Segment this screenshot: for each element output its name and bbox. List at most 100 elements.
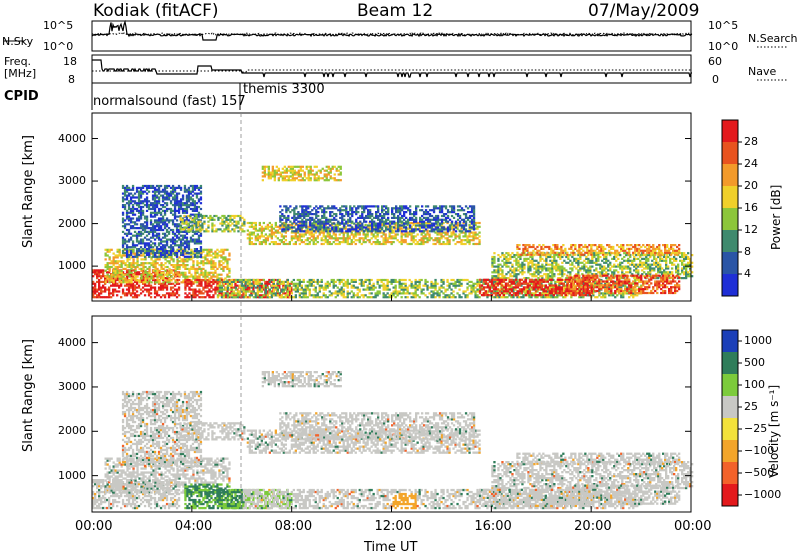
power-cell (150, 202, 152, 204)
power-cell (326, 179, 328, 181)
power-cell (122, 252, 124, 254)
power-cell (257, 289, 259, 291)
power-cell (166, 272, 168, 274)
power-cell (331, 279, 333, 281)
power-cell (179, 215, 181, 217)
power-cell (327, 296, 329, 298)
power-cell (427, 226, 429, 228)
power-cell (319, 233, 321, 235)
power-cell (458, 237, 460, 239)
power-cell (343, 235, 345, 237)
power-cell (377, 219, 379, 221)
power-cell (206, 279, 208, 281)
power-cell (148, 256, 150, 258)
power-cell (134, 262, 136, 264)
power-cell (156, 268, 158, 270)
power-cell (146, 250, 148, 252)
power-cell (326, 177, 328, 179)
power-cell (303, 209, 305, 211)
power-cell (132, 296, 134, 298)
power-cell (307, 287, 309, 289)
power-cell (369, 287, 371, 289)
power-cell (355, 239, 357, 241)
power-cell (478, 296, 480, 298)
power-cell (468, 281, 470, 283)
power-cell (355, 281, 357, 283)
power-cell (293, 237, 295, 239)
power-cell (166, 276, 168, 278)
power-cell (132, 242, 134, 244)
power-cell (168, 231, 170, 233)
power-cell (146, 276, 148, 278)
power-cell (308, 179, 310, 181)
power-cell (446, 237, 448, 239)
power-cell (226, 266, 228, 268)
power-cell (166, 187, 168, 189)
power-cell (399, 209, 401, 211)
power-cell (134, 266, 136, 268)
power-cell (309, 237, 311, 239)
power-cell (305, 239, 307, 241)
power-cell (178, 287, 180, 289)
power-cell (347, 281, 349, 283)
power-cell (112, 292, 114, 294)
power-cell (94, 289, 96, 291)
power-cell (338, 170, 340, 172)
power-cell (371, 223, 373, 225)
power-cell (289, 289, 291, 291)
power-cell (305, 209, 307, 211)
power-cell (379, 230, 381, 232)
power-cell (152, 287, 154, 289)
power-cell (432, 287, 434, 289)
power-cell (168, 219, 170, 221)
power-cell (190, 274, 192, 276)
power-cell (170, 191, 172, 193)
power-cell (148, 274, 150, 276)
power-cell (102, 273, 104, 275)
power-cell (172, 187, 174, 189)
power-cell (152, 252, 154, 254)
power-cell (450, 292, 452, 294)
power-cell (168, 268, 170, 270)
power-cell (138, 200, 140, 202)
power-cell (295, 219, 297, 221)
power-cell (186, 195, 188, 197)
power-cell (367, 205, 369, 207)
power-cell (460, 239, 462, 241)
power-cell (480, 281, 482, 283)
power-cell (115, 254, 117, 256)
power-cell (465, 215, 467, 217)
power-cell (124, 227, 126, 229)
power-cell (328, 172, 330, 174)
power-cell (174, 272, 176, 274)
power-cell (417, 205, 419, 207)
power-cell (385, 228, 387, 230)
power-cell (166, 195, 168, 197)
power-cell (383, 213, 385, 215)
power-cell (193, 219, 195, 221)
power-cell (218, 266, 220, 268)
power-cell (359, 217, 361, 219)
power-cell (186, 217, 188, 219)
power-cell (389, 289, 391, 291)
power-cell (415, 289, 417, 291)
power-cell (349, 237, 351, 239)
power-cell (162, 206, 164, 208)
power-cell (324, 175, 326, 177)
power-cell (126, 256, 128, 258)
power-cell (130, 268, 132, 270)
power-cell (353, 228, 355, 230)
power-cell (231, 292, 233, 294)
power-cell (459, 217, 461, 219)
power-cell (204, 272, 206, 274)
power-cell (98, 296, 100, 298)
power-cell (455, 221, 457, 223)
power-cell (337, 223, 339, 225)
power-cell (471, 205, 473, 207)
power-cell (321, 243, 323, 245)
power-cell (140, 240, 142, 242)
power-cell (132, 204, 134, 206)
power-cell (200, 290, 202, 292)
power-cell (462, 279, 464, 281)
power-cell (431, 228, 433, 230)
